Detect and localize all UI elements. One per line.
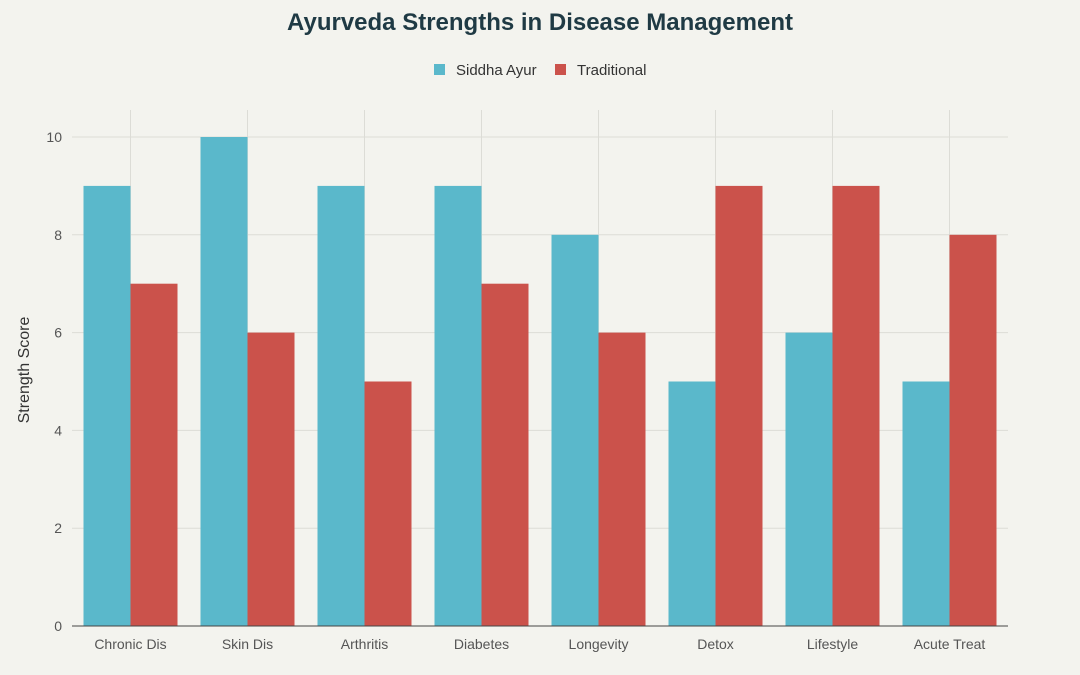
- y-tick-label: 4: [54, 422, 62, 438]
- y-axis-title: Strength Score: [16, 317, 33, 424]
- bar-siddha-ayur-acute-treat: [902, 381, 950, 626]
- bar-traditional-acute-treat: [949, 234, 997, 627]
- bar-traditional-diabetes: [481, 283, 529, 626]
- legend-swatch: [434, 64, 445, 75]
- bar-siddha-ayur-chronic-dis: [83, 185, 131, 626]
- y-tick-label: 0: [54, 618, 62, 634]
- legend-label: Traditional: [577, 62, 646, 79]
- y-tick-label: 6: [54, 325, 62, 341]
- x-tick-label: Diabetes: [454, 636, 509, 652]
- x-tick-label: Chronic Dis: [94, 636, 166, 652]
- x-tick-label: Detox: [697, 636, 734, 652]
- bar-siddha-ayur-lifestyle: [785, 332, 833, 626]
- legend-label: Siddha Ayur: [456, 62, 537, 79]
- bar-traditional-lifestyle: [832, 185, 880, 626]
- axes: 0 2 4 6 8 10 Chronic Dis Skin Dis Arthritis Diabe…: [46, 129, 1008, 652]
- y-tick-label: 8: [54, 227, 62, 243]
- x-tick-label: Acute Treat: [914, 636, 986, 652]
- bars: [83, 137, 997, 627]
- bar-siddha-ayur-diabetes: [434, 185, 482, 626]
- bar-siddha-ayur-skin-dis: [200, 137, 248, 626]
- bar-siddha-ayur-arthritis: [317, 185, 365, 626]
- bar-siddha-ayur-detox: [668, 381, 716, 626]
- chart-title: Ayurveda Strengths in Disease Management: [287, 9, 793, 36]
- bar-traditional-longevity: [598, 332, 646, 626]
- bar-traditional-detox: [715, 185, 763, 626]
- bar-traditional-skin-dis: [247, 332, 295, 626]
- x-tick-label: Lifestyle: [807, 636, 859, 652]
- x-tick-label: Arthritis: [341, 636, 388, 652]
- y-tick-label: 2: [54, 520, 62, 536]
- bar-siddha-ayur-longevity: [551, 234, 599, 627]
- legend-swatch: [555, 64, 566, 75]
- y-tick-label: 10: [46, 129, 62, 145]
- legend: Siddha Ayur Traditional: [434, 62, 646, 79]
- x-tick-label: Skin Dis: [222, 636, 273, 652]
- bar-traditional-arthritis: [364, 381, 412, 626]
- bar-traditional-chronic-dis: [130, 283, 178, 626]
- x-tick-label: Longevity: [569, 636, 629, 652]
